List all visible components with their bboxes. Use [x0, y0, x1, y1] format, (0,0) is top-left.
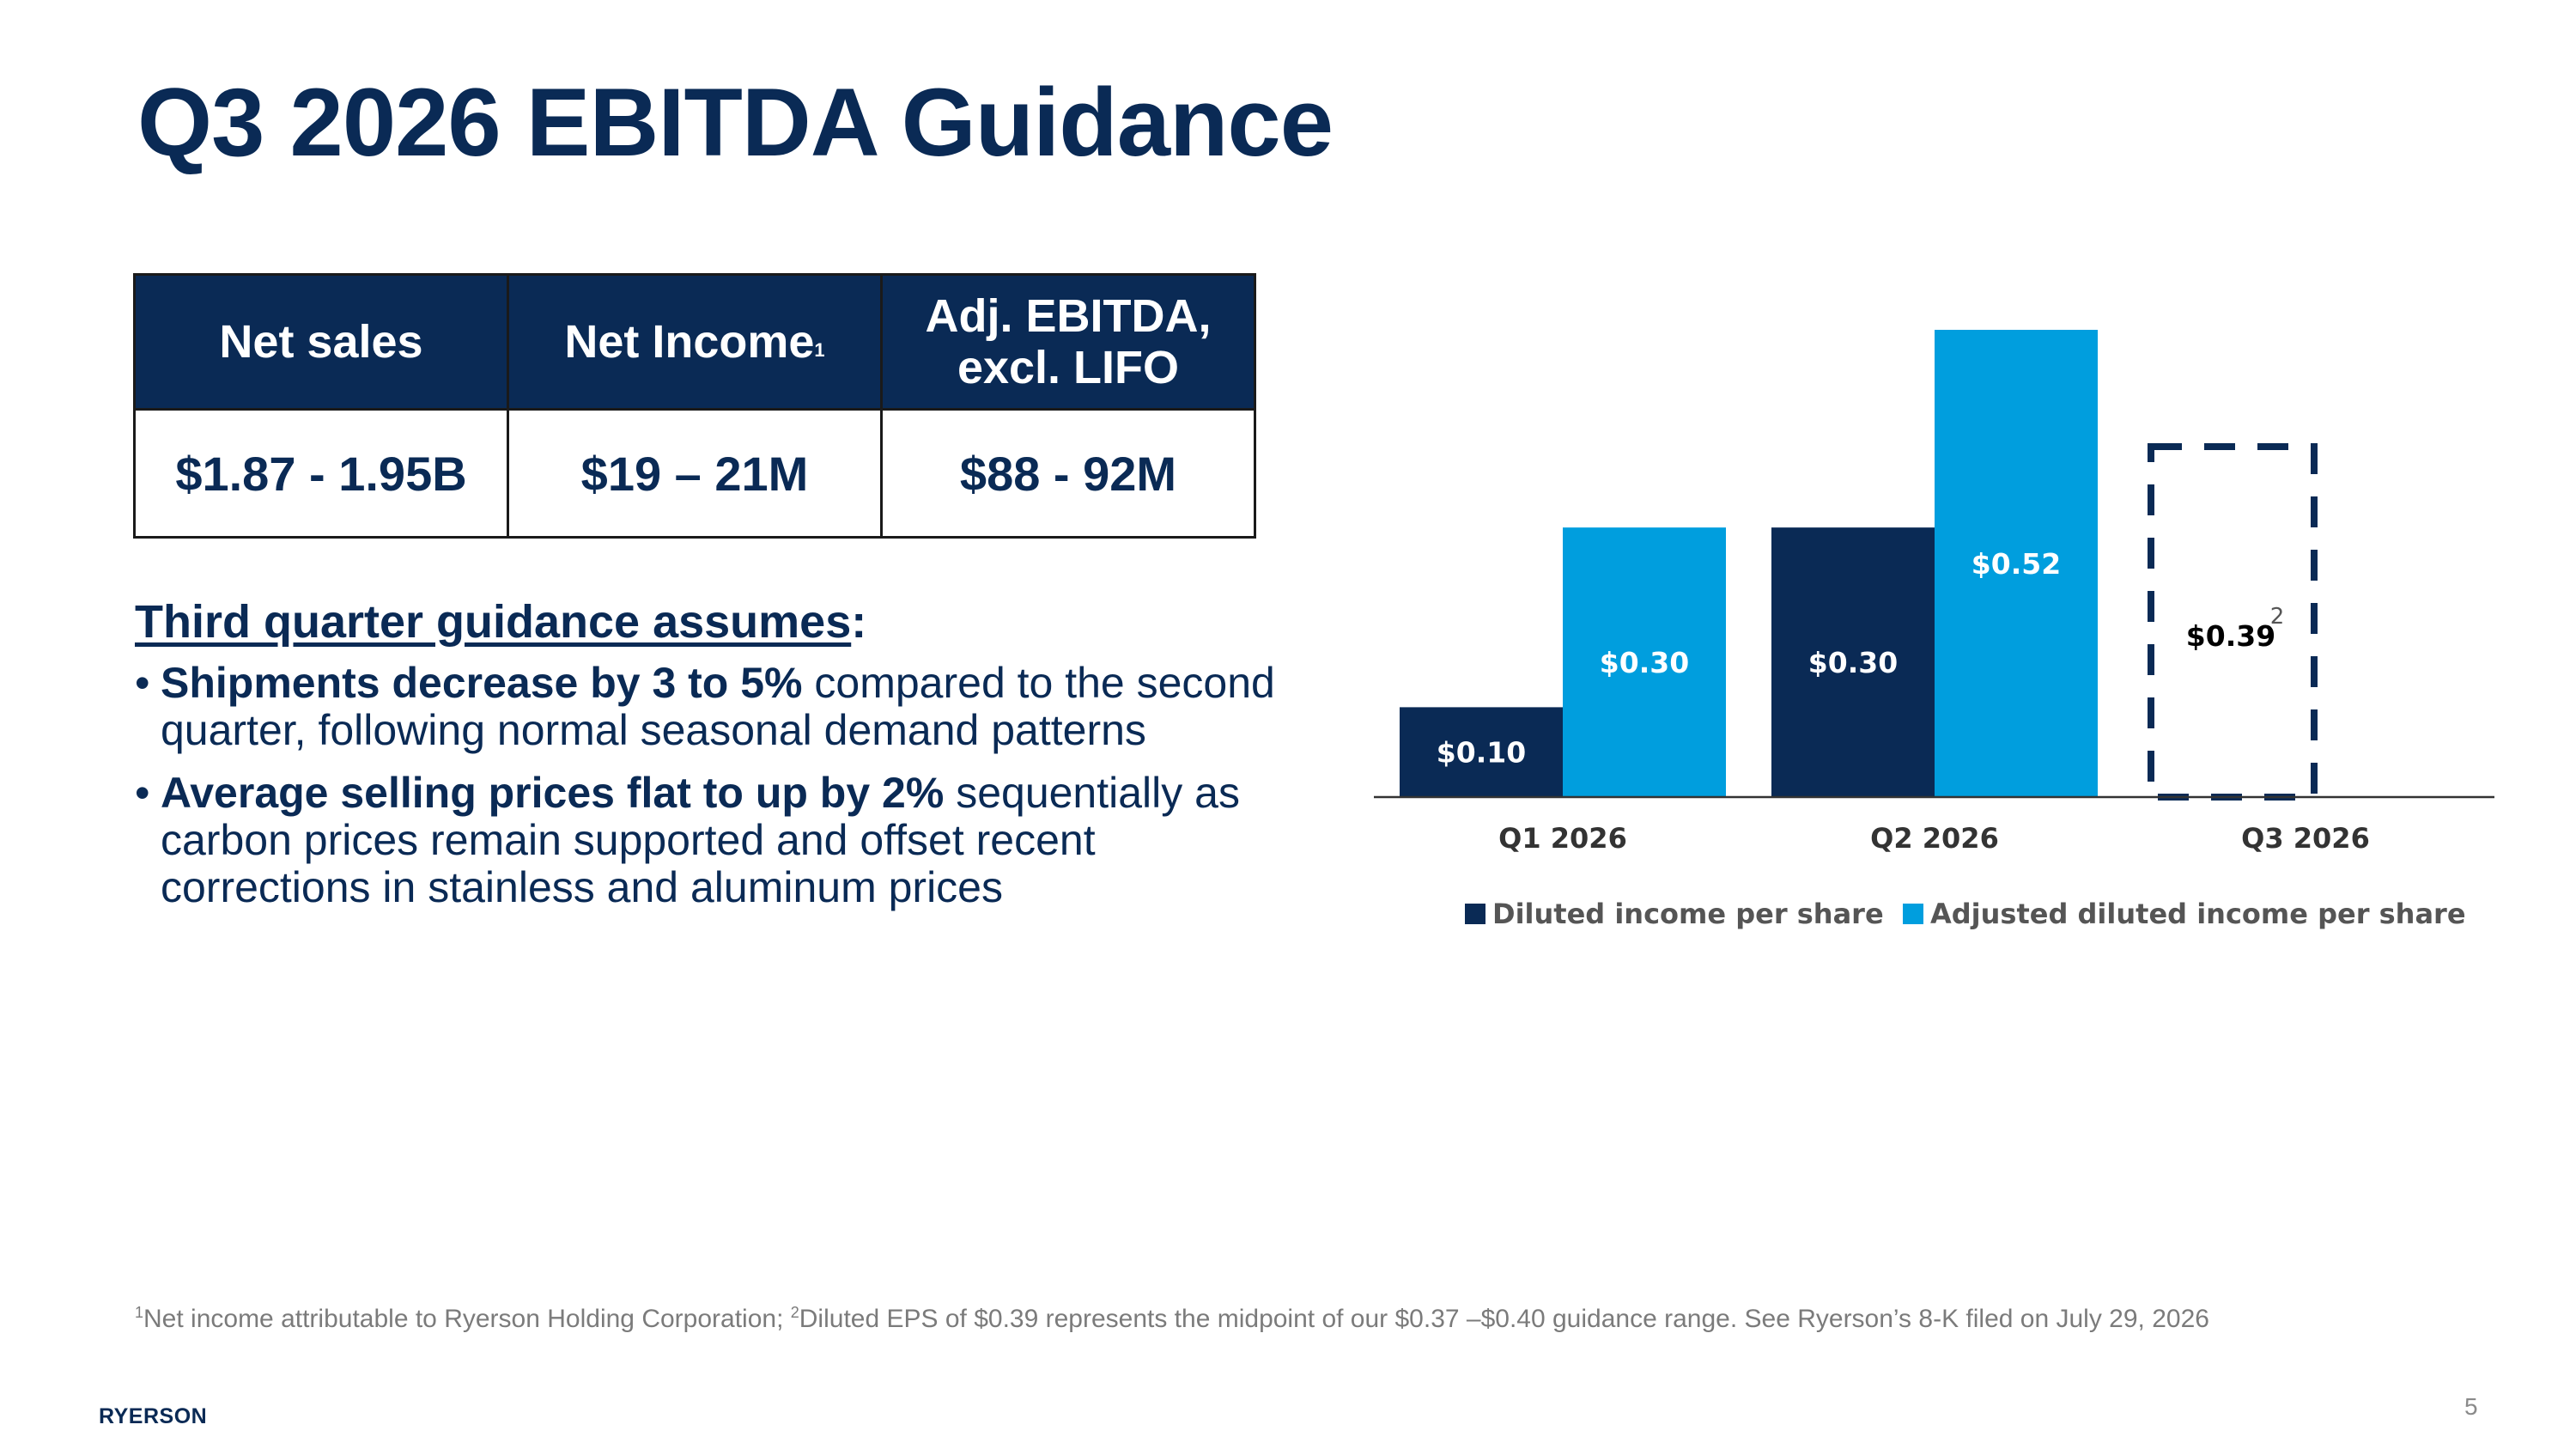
list-item: • Shipments decrease by 3 to 5% compared …: [135, 659, 1275, 754]
guidance-label-sup: 2: [2270, 604, 2285, 630]
data-label: $0.52: [1971, 547, 2061, 581]
header-adj-ebitda: Adj. EBITDA, excl. LIFO: [880, 273, 1256, 411]
list-item: • Average selling prices flat to up by 2%…: [135, 769, 1240, 911]
table-header-row: Net sales Net Income1 Adj. EBITDA, excl.…: [133, 273, 1256, 411]
value-net-income: $19 – 21M: [507, 408, 883, 539]
data-label: $0.10: [1437, 736, 1526, 770]
header-net-income-sup: 1: [814, 339, 825, 361]
table-row: $1.87 - 1.95B $19 – 21M $88 - 92M: [133, 408, 1256, 539]
page-title: Q3 2026 EBITDA Guidance: [137, 69, 1334, 176]
legend-swatch: [1903, 904, 1923, 924]
legend-label: Adjusted diluted income per share: [1930, 898, 2466, 930]
x-tick-label: Q1 2026: [1498, 822, 1627, 855]
legend-label: Diluted income per share: [1492, 898, 1884, 930]
value-adj-ebitda: $88 - 92M: [880, 408, 1256, 539]
guidance-table: Net sales Net Income1 Adj. EBITDA, excl.…: [133, 273, 1256, 539]
x-tick-label: Q2 2026: [1870, 822, 1999, 855]
x-tick-label: Q3 2026: [2241, 822, 2370, 855]
header-net-sales: Net sales: [133, 273, 509, 411]
bar-adjusted-1: [1563, 527, 1726, 797]
assumptions-heading: Third quarter guidance assumes:: [135, 596, 867, 648]
value-net-sales: $1.87 - 1.95B: [133, 408, 509, 539]
footnote: 1Net income attributable to Ryerson Hold…: [135, 1304, 2209, 1333]
header-net-income: Net Income1: [507, 273, 883, 411]
legend-swatch: [1465, 904, 1485, 924]
bar-diluted-1: [1400, 707, 1563, 797]
data-label: $0.30: [1600, 646, 1689, 679]
page-number: 5: [2464, 1393, 2478, 1420]
data-label: $0.30: [1808, 646, 1898, 679]
bar-diluted-2: [1771, 527, 1935, 797]
assumptions-list: • Shipments decrease by 3 to 5% compared …: [135, 660, 1285, 927]
ryerson-logo: RYERSON: [99, 1404, 208, 1428]
bar-adjusted-2: [1935, 330, 2098, 797]
guidance-label: $0.39: [2186, 619, 2275, 653]
